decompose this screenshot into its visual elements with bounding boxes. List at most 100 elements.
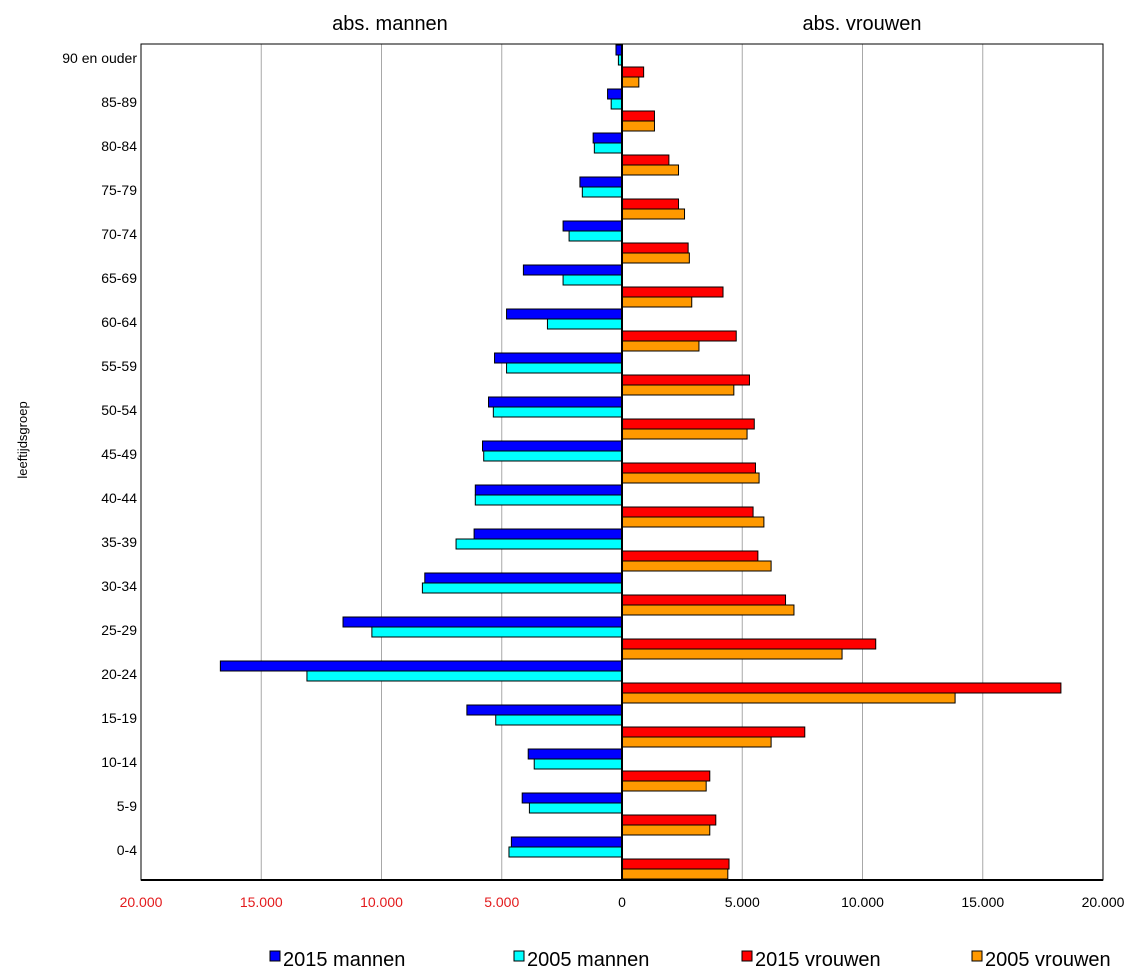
bar-2005-mannen-70-74 xyxy=(568,230,623,242)
legend-label-2: 2015 vrouwen xyxy=(755,949,881,971)
x-tick-label-1: 15.000 xyxy=(240,894,283,910)
bar-2005-mannen-5-9 xyxy=(528,802,623,814)
bar-2005-mannen-50-54 xyxy=(492,406,623,418)
category-label-15: 75-79 xyxy=(101,182,137,198)
bar-2005-vrouwen-65-69 xyxy=(621,296,693,308)
bar-2005-vrouwen-75-79 xyxy=(621,208,686,220)
bar-2015-vrouwen-90-en-ouder xyxy=(621,66,645,78)
bars xyxy=(219,44,1062,880)
x-tick-label-3: 5.000 xyxy=(484,894,519,910)
bar-2015-mannen-55-59 xyxy=(494,352,623,364)
bar-2005-vrouwen-35-39 xyxy=(621,560,772,572)
bar-2005-vrouwen-25-29 xyxy=(621,648,843,660)
bar-2005-mannen-10-14 xyxy=(533,758,623,770)
x-tick-label-6: 10.000 xyxy=(841,894,884,910)
y-axis-label: leeftijdsgroep xyxy=(15,401,30,478)
bar-2015-vrouwen-5-9 xyxy=(621,814,717,826)
legend-label-0: 2015 mannen xyxy=(283,949,405,971)
category-label-5: 25-29 xyxy=(101,622,137,638)
bar-2015-vrouwen-70-74 xyxy=(621,242,689,254)
bar-2005-mannen-0-4 xyxy=(508,846,623,858)
category-label-1: 5-9 xyxy=(117,798,137,814)
category-labels: 0-4 5-9 10-14 15-19 20-24 25-29 30-34 35-39 40-4… xyxy=(62,50,137,858)
legend-label-3: 2005 vrouwen xyxy=(985,949,1111,971)
category-label-2: 10-14 xyxy=(101,754,137,770)
x-tick-label-5: 5.000 xyxy=(725,894,760,910)
bar-2015-vrouwen-10-14 xyxy=(621,770,711,782)
x-tick-label-2: 10.000 xyxy=(360,894,403,910)
category-label-6: 30-34 xyxy=(101,578,137,594)
x-tick-label-8: 20.000 xyxy=(1082,894,1125,910)
bar-2015-mannen-35-39 xyxy=(473,528,623,540)
bar-2015-mannen-10-14 xyxy=(527,748,623,760)
bar-2015-mannen-15-19 xyxy=(466,704,623,716)
bar-2005-vrouwen-45-49 xyxy=(621,472,760,484)
bar-2015-vrouwen-50-54 xyxy=(621,418,755,430)
bar-2005-vrouwen-0-4 xyxy=(621,868,729,880)
category-label-17: 85-89 xyxy=(101,94,137,110)
category-label-8: 40-44 xyxy=(101,490,137,506)
bar-2005-vrouwen-50-54 xyxy=(621,428,748,440)
bar-2005-vrouwen-90-en-ouder xyxy=(621,76,640,88)
category-label-3: 15-19 xyxy=(101,710,137,726)
bar-2015-vrouwen-20-24 xyxy=(621,682,1062,694)
category-label-18: 90 en ouder xyxy=(62,50,137,66)
bar-2015-mannen-0-4 xyxy=(510,836,623,848)
category-label-13: 65-69 xyxy=(101,270,137,286)
category-label-10: 50-54 xyxy=(101,402,137,418)
legend-swatch-2 xyxy=(741,950,753,962)
bar-2005-mannen-65-69 xyxy=(562,274,623,286)
category-label-0: 0-4 xyxy=(117,842,137,858)
category-label-11: 55-59 xyxy=(101,358,137,374)
bar-2005-vrouwen-5-9 xyxy=(621,824,711,836)
bar-2005-mannen-20-24 xyxy=(306,670,623,682)
bar-2015-vrouwen-15-19 xyxy=(621,726,806,738)
bar-2005-vrouwen-15-19 xyxy=(621,736,772,748)
bar-2015-vrouwen-45-49 xyxy=(621,462,756,474)
bar-2015-mannen-25-29 xyxy=(342,616,623,628)
bar-2015-mannen-60-64 xyxy=(506,308,623,320)
bar-2005-vrouwen-20-24 xyxy=(621,692,956,704)
x-tick-label-7: 15.000 xyxy=(961,894,1004,910)
bar-2015-vrouwen-80-84 xyxy=(621,154,670,166)
bar-2015-mannen-40-44 xyxy=(474,484,623,496)
legend-swatch-0 xyxy=(269,950,281,962)
legend-swatch-1 xyxy=(513,950,525,962)
bar-2015-vrouwen-85-89 xyxy=(621,110,655,122)
bar-2005-vrouwen-10-14 xyxy=(621,780,707,792)
legend: 2015 mannen 2005 mannen 2015 vrouwen 2005 v… xyxy=(269,949,1111,971)
bar-2005-mannen-55-59 xyxy=(506,362,623,374)
bar-2015-mannen-30-34 xyxy=(424,572,623,584)
bar-2005-vrouwen-30-34 xyxy=(621,604,795,616)
bar-2015-mannen-5-9 xyxy=(521,792,623,804)
bar-2015-vrouwen-30-34 xyxy=(621,594,787,606)
x-tick-label-0: 20.000 xyxy=(120,894,163,910)
category-label-9: 45-49 xyxy=(101,446,137,462)
title-men: abs. mannen xyxy=(332,13,448,35)
bar-2015-mannen-75-79 xyxy=(579,176,623,188)
title-women: abs. vrouwen xyxy=(803,13,922,35)
bar-2005-mannen-45-49 xyxy=(483,450,623,462)
bar-2005-vrouwen-40-44 xyxy=(621,516,765,528)
category-label-7: 35-39 xyxy=(101,534,137,550)
bar-2005-vrouwen-55-59 xyxy=(621,384,735,396)
category-label-14: 70-74 xyxy=(101,226,137,242)
category-label-12: 60-64 xyxy=(101,314,137,330)
category-label-4: 20-24 xyxy=(101,666,137,682)
bar-2015-mannen-80-84 xyxy=(592,132,623,144)
bar-2005-mannen-85-89 xyxy=(610,98,623,110)
bar-2005-vrouwen-70-74 xyxy=(621,252,690,264)
bar-2015-vrouwen-75-79 xyxy=(621,198,680,210)
x-tick-labels: 20.000 15.000 10.000 5.000 0 5.000 10.000 15.00… xyxy=(120,894,1125,910)
bar-2015-mannen-85-89 xyxy=(607,88,623,100)
bar-2005-mannen-40-44 xyxy=(474,494,623,506)
bar-2005-vrouwen-80-84 xyxy=(621,164,680,176)
bar-2015-vrouwen-25-29 xyxy=(621,638,877,650)
bar-2005-mannen-60-64 xyxy=(546,318,623,330)
bar-2015-mannen-50-54 xyxy=(488,396,623,408)
bar-2015-vrouwen-65-69 xyxy=(621,286,724,298)
bar-2005-mannen-25-29 xyxy=(371,626,623,638)
bar-2005-mannen-15-19 xyxy=(495,714,623,726)
bar-2015-vrouwen-55-59 xyxy=(621,374,750,386)
